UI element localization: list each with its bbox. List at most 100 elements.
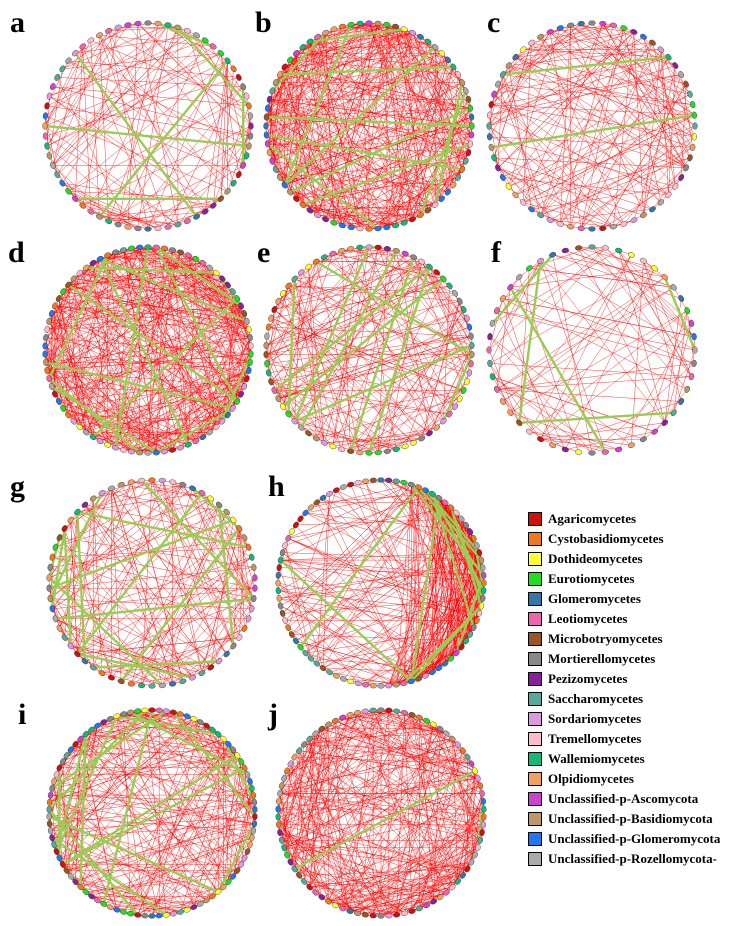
network-node — [154, 225, 162, 232]
network-node — [275, 297, 282, 305]
network-node — [276, 71, 283, 78]
negative-edge — [164, 248, 223, 422]
negative-edge — [491, 104, 695, 138]
negative-edge — [47, 337, 251, 371]
negative-edge — [396, 484, 412, 685]
network-node — [299, 201, 307, 208]
taxonomy-legend: Agaricomycetes Cystobasidiomycetes Dothide… — [528, 510, 740, 870]
negative-edge — [618, 250, 692, 377]
network-node — [369, 683, 377, 689]
negative-edge — [652, 42, 687, 168]
negative-edge — [285, 493, 433, 546]
network-node — [53, 848, 60, 856]
legend-label: Wallemiomycetes — [548, 751, 645, 766]
negative-edge — [388, 750, 464, 916]
negative-edge — [540, 260, 665, 423]
negative-edge — [488, 349, 520, 423]
network-node — [528, 206, 535, 213]
negative-edge — [510, 254, 632, 413]
network-node — [302, 509, 309, 517]
negative-edge — [281, 756, 468, 786]
negative-edge — [298, 750, 351, 912]
negative-edge — [137, 710, 224, 888]
negative-edge — [581, 125, 696, 229]
negative-edge — [107, 254, 210, 268]
negative-edge — [62, 182, 159, 229]
negative-edge — [396, 575, 484, 685]
network-node — [288, 528, 295, 535]
negative-edge — [316, 507, 452, 664]
negative-edges — [488, 246, 696, 454]
negative-edge — [432, 497, 440, 673]
negative-edge — [51, 787, 160, 916]
network-node — [480, 797, 486, 805]
negative-edge — [508, 27, 561, 187]
legend-swatch — [528, 632, 542, 646]
network-node — [230, 642, 237, 650]
network-node — [206, 429, 214, 436]
negative-edge — [92, 436, 157, 453]
positive-edge — [48, 377, 141, 454]
network-node — [392, 682, 400, 688]
negative-edge — [341, 345, 473, 450]
network-node — [435, 494, 443, 501]
negative-edge — [660, 49, 695, 137]
legend-swatch — [528, 692, 542, 706]
negative-edge — [497, 167, 561, 225]
negative-edge — [324, 257, 468, 382]
negative-edge — [296, 52, 454, 68]
negative-edge — [278, 710, 374, 825]
network-node — [203, 897, 210, 904]
network-node — [460, 306, 467, 313]
network-node — [264, 140, 271, 148]
network-node — [215, 501, 223, 508]
negative-edge — [618, 323, 692, 450]
negative-edge — [44, 353, 173, 451]
negative-edge — [531, 209, 561, 225]
network-node — [588, 244, 596, 250]
negative-edge — [515, 42, 653, 58]
network-node — [46, 805, 52, 813]
network-node — [225, 740, 232, 748]
network-node — [61, 634, 68, 641]
negative-edge — [351, 227, 379, 229]
legend-swatch — [528, 512, 542, 526]
network-node — [224, 411, 231, 419]
positive-edge — [349, 256, 415, 452]
network-node — [111, 249, 119, 256]
negative-edge — [305, 489, 426, 514]
negative-edge — [418, 502, 446, 679]
network-node — [72, 50, 79, 57]
negative-edge — [559, 25, 571, 225]
network-node — [292, 521, 299, 529]
negative-edge — [92, 498, 103, 674]
negative-edge — [540, 260, 696, 351]
negative-edge — [59, 537, 193, 678]
negative-edge — [70, 519, 193, 678]
negative-edge — [75, 198, 159, 229]
network-node — [238, 390, 244, 398]
negative-edge — [396, 538, 474, 685]
legend-label: Microbotryomycetes — [548, 631, 663, 646]
negative-edge — [274, 272, 437, 391]
negative-edge — [270, 318, 414, 443]
panel-label-a: a — [10, 6, 25, 39]
negative-edge — [75, 23, 138, 54]
negative-edge — [48, 484, 122, 578]
negative-edge — [492, 376, 655, 432]
network-node — [400, 910, 409, 916]
network-node — [46, 375, 52, 383]
negative-edge — [324, 247, 379, 443]
network-node — [210, 202, 217, 209]
network-node — [196, 719, 204, 725]
negative-edge — [68, 60, 228, 192]
network-node — [247, 112, 254, 120]
negative-edge — [278, 824, 468, 870]
negative-edge — [49, 504, 220, 579]
node-ring — [486, 20, 698, 232]
negative-edge — [84, 660, 163, 686]
negative-edge — [281, 756, 295, 841]
network-node — [467, 104, 474, 112]
network-node — [183, 28, 191, 34]
node-ring — [46, 477, 258, 689]
